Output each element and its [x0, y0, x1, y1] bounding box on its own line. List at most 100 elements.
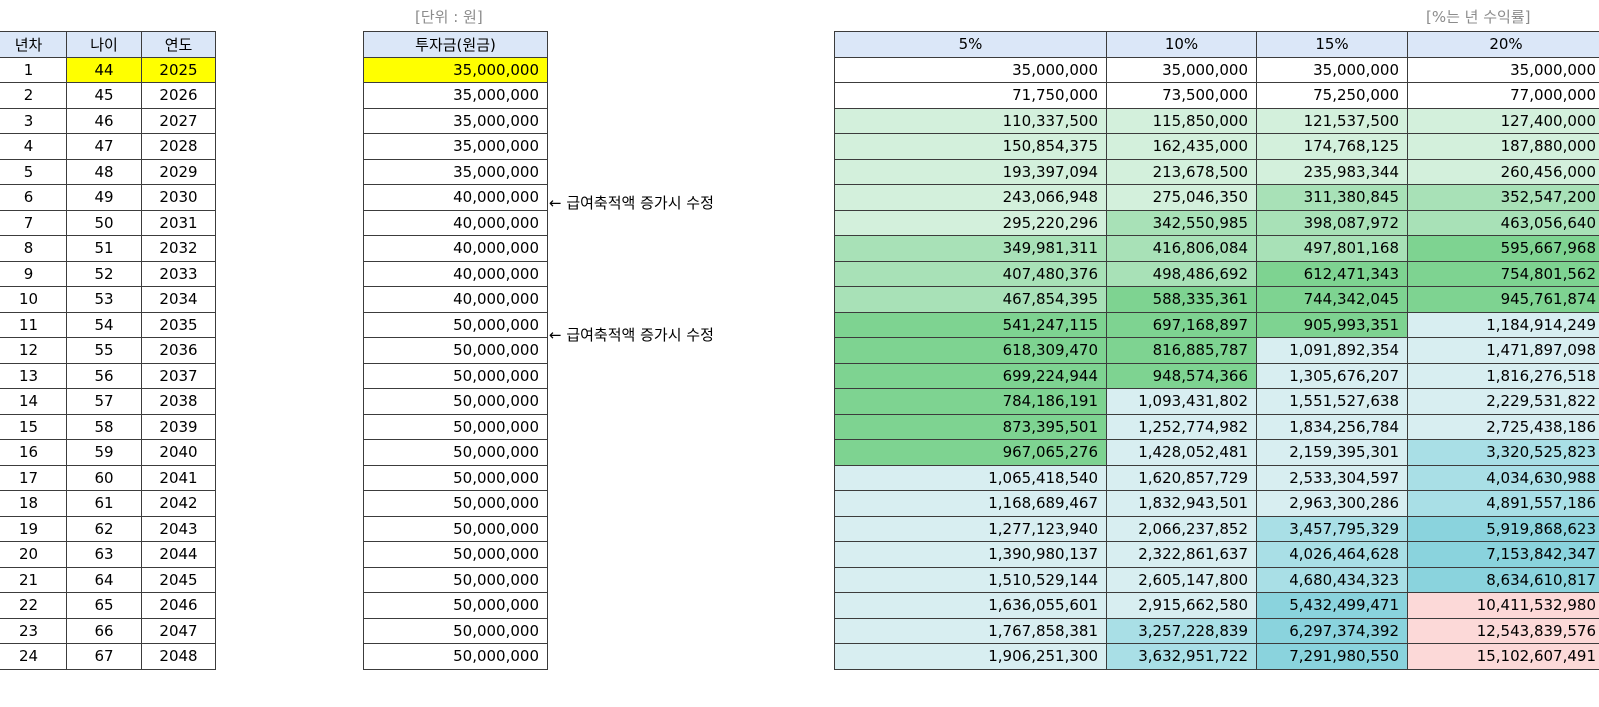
cell-balance-15[interactable]: 744,342,045 [1256, 286, 1408, 313]
cell-balance-15[interactable]: 6,297,374,392 [1256, 617, 1408, 644]
cell-balance-10[interactable]: 342,550,985 [1106, 209, 1257, 236]
cell-balance-10[interactable]: 416,806,084 [1106, 235, 1257, 262]
cell-balance-15[interactable]: 1,305,676,207 [1256, 362, 1408, 389]
cell-year[interactable]: 2031 [141, 209, 216, 236]
cell-balance-20[interactable]: 4,034,630,988 [1407, 464, 1599, 491]
cell-balance-15[interactable]: 121,537,500 [1256, 107, 1408, 134]
cell-balance-5[interactable]: 784,186,191 [834, 388, 1107, 415]
cell-balance-20[interactable]: 1,471,897,098 [1407, 337, 1599, 364]
cell-balance-20[interactable]: 1,816,276,518 [1407, 362, 1599, 389]
cell-year-count[interactable]: 12 [0, 337, 67, 364]
cell-balance-20[interactable]: 12,543,839,576 [1407, 617, 1599, 644]
cell-balance-15[interactable]: 497,801,168 [1256, 235, 1408, 262]
cell-balance-5[interactable]: 699,224,944 [834, 362, 1107, 389]
cell-balance-10[interactable]: 588,335,361 [1106, 286, 1257, 313]
cell-balance-20[interactable]: 127,400,000 [1407, 107, 1599, 134]
cell-balance-5[interactable]: 349,981,311 [834, 235, 1107, 262]
cell-year-count[interactable]: 21 [0, 566, 67, 593]
cell-balance-10[interactable]: 1,093,431,802 [1106, 388, 1257, 415]
cell-year[interactable]: 2029 [141, 158, 216, 185]
cell-age[interactable]: 59 [66, 439, 142, 466]
cell-balance-10[interactable]: 1,252,774,982 [1106, 413, 1257, 440]
cell-balance-15[interactable]: 235,983,344 [1256, 158, 1408, 185]
cell-investment[interactable]: 35,000,000 [363, 158, 548, 185]
cell-year-count[interactable]: 17 [0, 464, 67, 491]
cell-balance-5[interactable]: 873,395,501 [834, 413, 1107, 440]
cell-year-count[interactable]: 1 [0, 56, 67, 83]
cell-year[interactable]: 2040 [141, 439, 216, 466]
cell-balance-15[interactable]: 905,993,351 [1256, 311, 1408, 338]
cell-balance-5[interactable]: 1,168,689,467 [834, 490, 1107, 517]
cell-balance-5[interactable]: 193,397,094 [834, 158, 1107, 185]
cell-year[interactable]: 2036 [141, 337, 216, 364]
cell-balance-20[interactable]: 35,000,000 [1407, 56, 1599, 83]
cell-balance-10[interactable]: 115,850,000 [1106, 107, 1257, 134]
cell-balance-20[interactable]: 187,880,000 [1407, 133, 1599, 160]
cell-balance-5[interactable]: 243,066,948 [834, 184, 1107, 211]
cell-balance-20[interactable]: 15,102,607,491 [1407, 643, 1599, 670]
cell-age[interactable]: 66 [66, 617, 142, 644]
cell-year[interactable]: 2047 [141, 617, 216, 644]
cell-balance-20[interactable]: 1,184,914,249 [1407, 311, 1599, 338]
cell-age[interactable]: 60 [66, 464, 142, 491]
cell-balance-15[interactable]: 2,963,300,286 [1256, 490, 1408, 517]
cell-year-count[interactable]: 11 [0, 311, 67, 338]
cell-age[interactable]: 64 [66, 566, 142, 593]
cell-year-count[interactable]: 18 [0, 490, 67, 517]
cell-year[interactable]: 2044 [141, 541, 216, 568]
cell-investment[interactable]: 50,000,000 [363, 643, 548, 670]
cell-balance-5[interactable]: 467,854,395 [834, 286, 1107, 313]
cell-balance-10[interactable]: 2,066,237,852 [1106, 515, 1257, 542]
cell-balance-10[interactable]: 2,322,861,637 [1106, 541, 1257, 568]
cell-year[interactable]: 2046 [141, 592, 216, 619]
cell-balance-20[interactable]: 352,547,200 [1407, 184, 1599, 211]
cell-balance-10[interactable]: 213,678,500 [1106, 158, 1257, 185]
cell-balance-5[interactable]: 407,480,376 [834, 260, 1107, 287]
cell-age[interactable]: 44 [66, 56, 142, 83]
cell-year[interactable]: 2025 [141, 56, 216, 83]
cell-balance-15[interactable]: 398,087,972 [1256, 209, 1408, 236]
cell-year[interactable]: 2042 [141, 490, 216, 517]
cell-balance-20[interactable]: 7,153,842,347 [1407, 541, 1599, 568]
cell-investment[interactable]: 35,000,000 [363, 56, 548, 83]
cell-year-count[interactable]: 23 [0, 617, 67, 644]
cell-year-count[interactable]: 8 [0, 235, 67, 262]
cell-balance-15[interactable]: 1,551,527,638 [1256, 388, 1408, 415]
cell-balance-20[interactable]: 3,320,525,823 [1407, 439, 1599, 466]
cell-year[interactable]: 2048 [141, 643, 216, 670]
cell-balance-5[interactable]: 71,750,000 [834, 82, 1107, 109]
cell-balance-5[interactable]: 1,510,529,144 [834, 566, 1107, 593]
cell-balance-20[interactable]: 2,229,531,822 [1407, 388, 1599, 415]
cell-age[interactable]: 62 [66, 515, 142, 542]
cell-year[interactable]: 2038 [141, 388, 216, 415]
cell-balance-10[interactable]: 3,632,951,722 [1106, 643, 1257, 670]
cell-year-count[interactable]: 4 [0, 133, 67, 160]
cell-balance-10[interactable]: 816,885,787 [1106, 337, 1257, 364]
cell-balance-10[interactable]: 275,046,350 [1106, 184, 1257, 211]
cell-balance-5[interactable]: 1,065,418,540 [834, 464, 1107, 491]
cell-balance-20[interactable]: 2,725,438,186 [1407, 413, 1599, 440]
cell-investment[interactable]: 50,000,000 [363, 490, 548, 517]
cell-balance-5[interactable]: 1,636,055,601 [834, 592, 1107, 619]
cell-balance-20[interactable]: 595,667,968 [1407, 235, 1599, 262]
cell-investment[interactable]: 50,000,000 [363, 388, 548, 415]
cell-balance-20[interactable]: 5,919,868,623 [1407, 515, 1599, 542]
header-year[interactable]: 연도 [141, 31, 216, 58]
cell-age[interactable]: 56 [66, 362, 142, 389]
cell-balance-15[interactable]: 75,250,000 [1256, 82, 1408, 109]
cell-balance-15[interactable]: 4,680,434,323 [1256, 566, 1408, 593]
cell-balance-5[interactable]: 541,247,115 [834, 311, 1107, 338]
cell-balance-10[interactable]: 498,486,692 [1106, 260, 1257, 287]
cell-year[interactable]: 2035 [141, 311, 216, 338]
cell-age[interactable]: 53 [66, 286, 142, 313]
cell-balance-10[interactable]: 697,168,897 [1106, 311, 1257, 338]
cell-investment[interactable]: 35,000,000 [363, 107, 548, 134]
cell-age[interactable]: 50 [66, 209, 142, 236]
cell-year-count[interactable]: 3 [0, 107, 67, 134]
cell-balance-15[interactable]: 2,159,395,301 [1256, 439, 1408, 466]
cell-investment[interactable]: 50,000,000 [363, 413, 548, 440]
cell-year[interactable]: 2026 [141, 82, 216, 109]
cell-balance-10[interactable]: 1,620,857,729 [1106, 464, 1257, 491]
cell-year-count[interactable]: 22 [0, 592, 67, 619]
cell-year[interactable]: 2033 [141, 260, 216, 287]
